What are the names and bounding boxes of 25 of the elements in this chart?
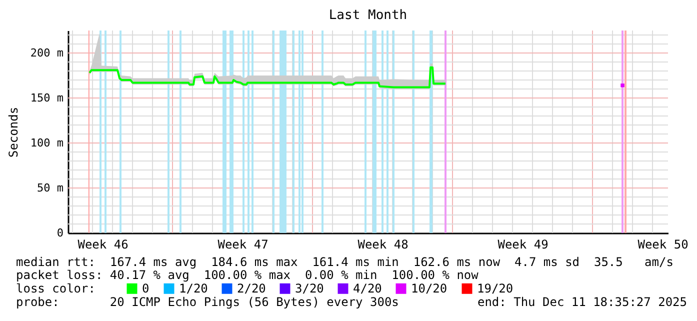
x-tick-label: Week 47 xyxy=(218,238,268,252)
x-tick-label: Week 49 xyxy=(498,238,548,252)
x-tick-label: Week 46 xyxy=(78,238,128,252)
legend-title: loss color: xyxy=(16,282,96,296)
y-tick-label: 150 m xyxy=(30,92,64,104)
y-axis-title: Seconds xyxy=(6,106,20,158)
chart-title: Last Month xyxy=(328,8,408,23)
y-tick-label: 200 m xyxy=(30,46,64,60)
legend-label: 10/20 xyxy=(411,282,448,296)
text: median rtt: 167.4 ms avg 184.6 ms max 161.4 ms min 162.6 ms now 4.7 ms sd 35.5 am/s xyxy=(16,255,674,269)
y-tick-label: 50 m xyxy=(37,182,64,194)
text: packet loss: 40.17 % avg 100.00 % max 0.00 % min 100.00 % now xyxy=(16,268,478,282)
x-tick-label: Week 48 xyxy=(358,238,408,252)
legend-label: 2/20 xyxy=(237,282,266,296)
y-tick-label: 0 xyxy=(56,226,64,240)
text: end: Thu Dec 11 18:35:27 2025 xyxy=(477,295,687,309)
legend-label: 4/20 xyxy=(353,282,382,296)
legend-label: 1/20 xyxy=(179,282,208,296)
x-tick-label: Week 50 xyxy=(638,238,688,252)
y-tick-label: 100 m xyxy=(30,136,64,150)
legend-label: 3/20 xyxy=(295,282,324,296)
legend-label: 19/20 xyxy=(477,282,514,296)
text: probe: 20 ICMP Echo Pings (56 Bytes) every 300s xyxy=(16,295,399,309)
line-series xyxy=(88,66,447,88)
legend-label: 0 xyxy=(142,282,150,296)
